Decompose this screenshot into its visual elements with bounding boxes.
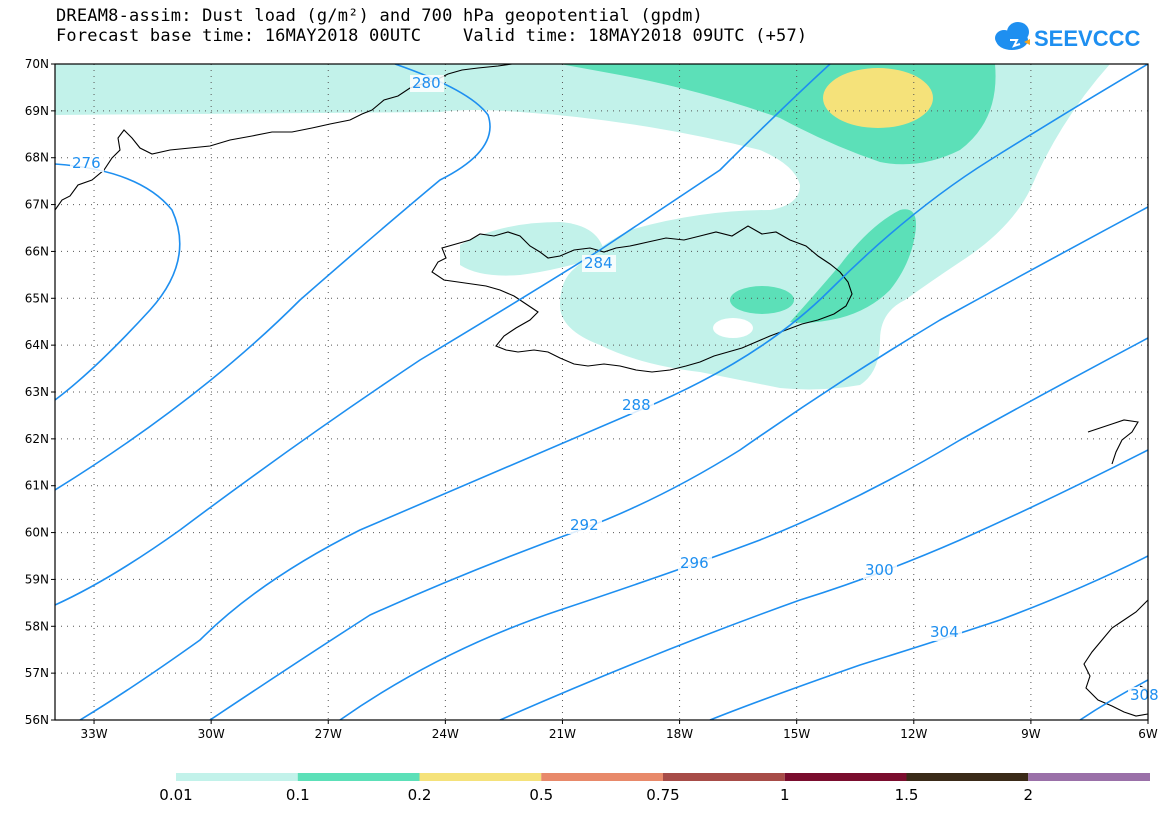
- colorbar-label: 1: [780, 786, 790, 804]
- lat-label: 69N: [25, 104, 49, 118]
- lon-label: 21W: [549, 727, 576, 741]
- lon-label: 12W: [900, 727, 927, 741]
- contour-280: [55, 64, 491, 491]
- contour-304: [709, 555, 1148, 720]
- contour-label: 284: [582, 254, 616, 272]
- colorbar-swatch: [419, 773, 542, 781]
- colorbar-swatch: [541, 773, 663, 781]
- colorbar-label: 0.1: [286, 786, 310, 804]
- chart-title-line1: DREAM8-assim: Dust load (g/m²) and 700 h…: [56, 6, 703, 26]
- dust-load-shading: [55, 64, 1110, 390]
- contour-label: 308: [1128, 686, 1162, 704]
- colorbar-label: 0.5: [529, 786, 553, 804]
- contour-labels: 276 280 284 288 292 296 300 304 308: [70, 74, 1162, 704]
- lat-label: 57N: [25, 666, 49, 680]
- contour-label: 280: [410, 74, 444, 92]
- colorbar-label: 0.01: [159, 786, 192, 804]
- dust-region-high-north: [823, 68, 933, 128]
- geopotential-contours: [55, 64, 1148, 720]
- contour-label: 292: [568, 516, 602, 534]
- lat-label: 66N: [25, 244, 49, 258]
- contour-label: 296: [678, 554, 712, 572]
- lat-label: 56N: [25, 713, 49, 727]
- colorbar-swatch: [1028, 773, 1150, 781]
- colorbar-label: 0.75: [646, 786, 679, 804]
- lon-label: 33W: [80, 727, 107, 741]
- contour-label-text: 308: [1130, 686, 1159, 704]
- contour-label-text: 280: [412, 74, 441, 92]
- lat-label: 62N: [25, 432, 49, 446]
- contour-276: [55, 163, 181, 401]
- contour-284: [55, 64, 831, 606]
- contour-label-text: 296: [680, 554, 709, 572]
- colorbar-swatch: [906, 773, 1029, 781]
- contour-300: [499, 449, 1148, 720]
- scotland-coast: [1083, 599, 1148, 717]
- contour-label: 300: [863, 561, 897, 579]
- lon-label: 24W: [432, 727, 459, 741]
- contour-label-text: 304: [930, 623, 959, 641]
- contour-label: 276: [70, 154, 104, 172]
- lon-label: 18W: [666, 727, 693, 741]
- lat-label: 68N: [25, 151, 49, 165]
- map-axes: 70N 69N 68N 67N 66N 65N 64N 63N 62N 61N 60N 59N 58N 5…: [25, 57, 1158, 741]
- lon-label: 15W: [783, 727, 810, 741]
- lon-label: 6W: [1138, 727, 1158, 741]
- lon-label: 9W: [1021, 727, 1041, 741]
- logo-text: SEEVCCC: [1034, 26, 1140, 51]
- lat-label: 65N: [25, 291, 49, 305]
- lat-label: 67N: [25, 198, 49, 212]
- colorbar: 0.01 0.1 0.2 0.5 0.75 1 1.5 2: [159, 773, 1150, 804]
- dust-clear-spot: [713, 318, 753, 338]
- dust-region-mid-center: [730, 286, 794, 314]
- contour-292: [209, 206, 1148, 720]
- contour-label-text: 288: [622, 396, 651, 414]
- lat-label: 64N: [25, 338, 49, 352]
- dust-region-mid-east: [790, 209, 916, 323]
- contour-label-text: 292: [570, 516, 599, 534]
- faroe-coast: [1087, 419, 1139, 465]
- lat-label: 63N: [25, 385, 49, 399]
- cloud-icon: [995, 22, 1030, 50]
- lat-label: 58N: [25, 619, 49, 633]
- contour-label-text: 284: [584, 254, 613, 272]
- lat-label: 60N: [25, 526, 49, 540]
- colorbar-swatch: [663, 773, 785, 781]
- contour-label-text: 276: [72, 154, 101, 172]
- contour-296: [339, 337, 1148, 720]
- contour-label-text: 300: [865, 561, 894, 579]
- contour-label: 288: [620, 396, 654, 414]
- contour-308: [1079, 679, 1148, 720]
- lat-label: 59N: [25, 572, 49, 586]
- colorbar-swatch: [176, 773, 298, 781]
- iceland-coast: [431, 225, 853, 373]
- lon-label: 27W: [315, 727, 342, 741]
- contour-label: 304: [928, 623, 962, 641]
- seevccc-logo: SEEVCCC: [995, 22, 1140, 51]
- colorbar-swatch: [784, 773, 907, 781]
- colorbar-label: 1.5: [895, 786, 919, 804]
- chart-title-line2: Forecast base time: 16MAY2018 00UTC Vali…: [56, 26, 808, 46]
- colorbar-swatch: [297, 773, 420, 781]
- lat-label: 61N: [25, 479, 49, 493]
- lat-label: 70N: [25, 57, 49, 71]
- colorbar-label: 2: [1023, 786, 1033, 804]
- colorbar-label: 0.2: [408, 786, 432, 804]
- lon-label: 30W: [198, 727, 225, 741]
